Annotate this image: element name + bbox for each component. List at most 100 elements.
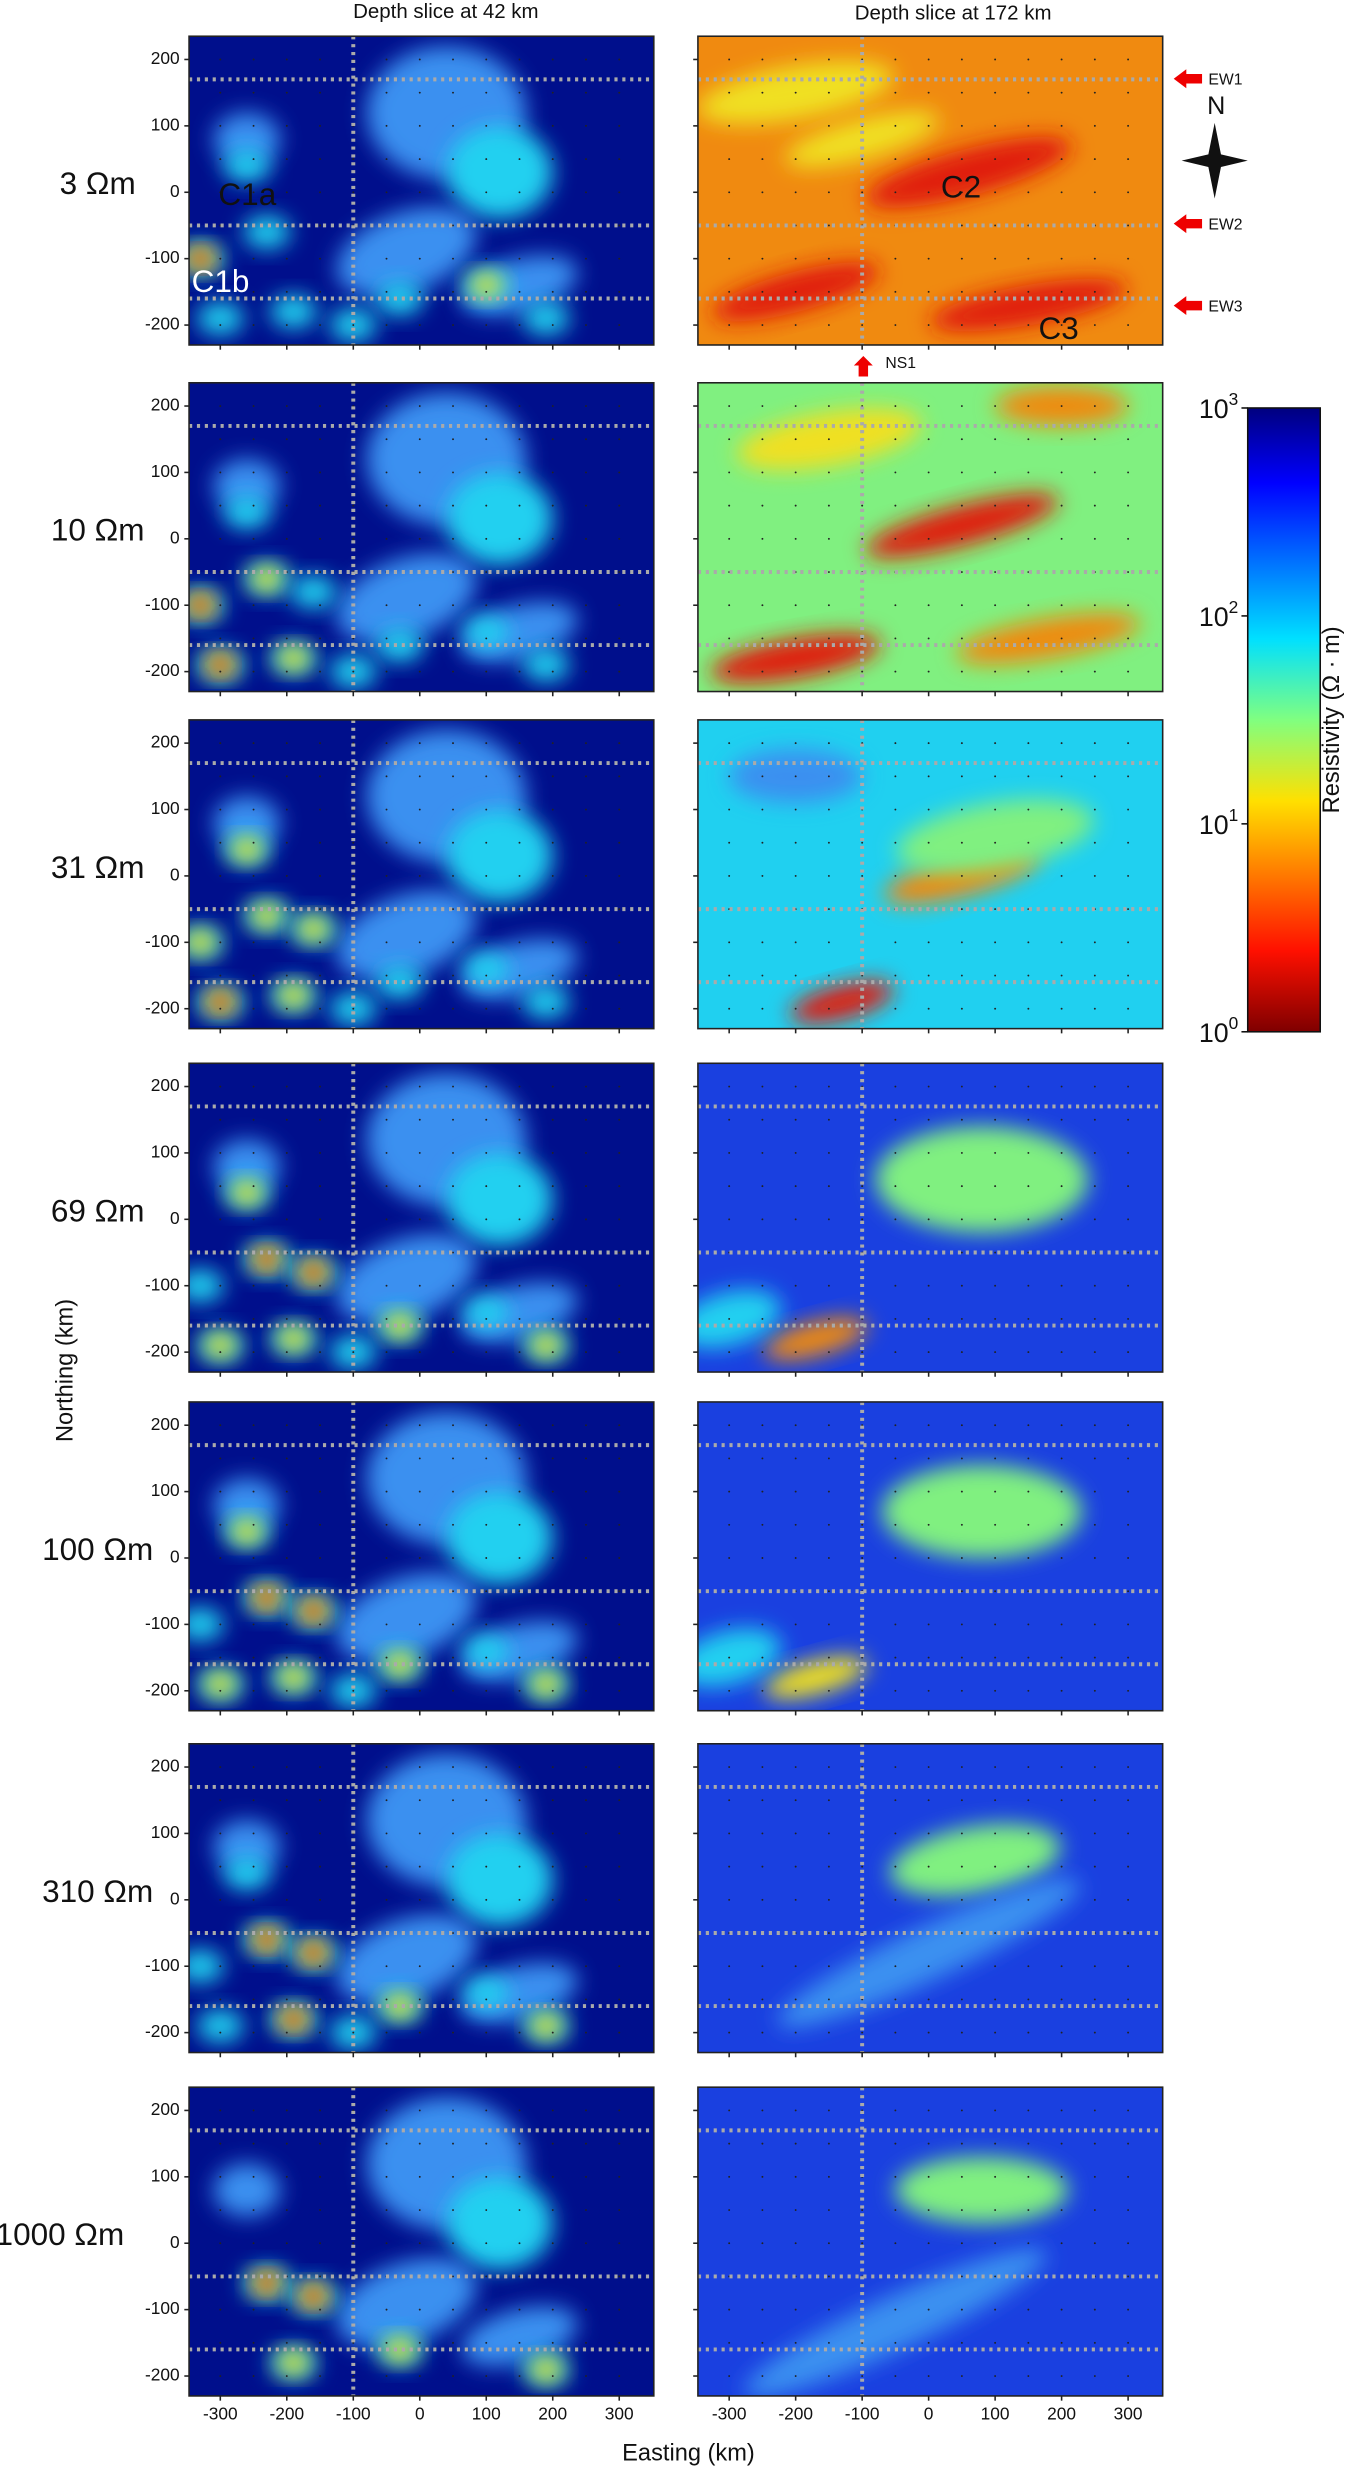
station-dot [1060, 191, 1063, 194]
station-dot [252, 257, 255, 260]
station-dot [728, 191, 731, 194]
station-dot [927, 1085, 930, 1088]
station-dot [827, 908, 830, 911]
heat-blob [277, 1326, 310, 1351]
station-dot [1060, 290, 1063, 293]
station-dot [728, 1085, 731, 1088]
station-dot [894, 438, 897, 441]
station-dot [794, 405, 797, 407]
station-dot [1127, 1007, 1130, 1010]
station-dot [1093, 2031, 1096, 2034]
heat-blob [277, 2350, 310, 2375]
station-dot [894, 2242, 897, 2245]
station-dot [252, 2209, 255, 2211]
station-dot [518, 1766, 521, 1768]
tick-base: 10 [1199, 394, 1229, 424]
station-dot [761, 1799, 764, 1802]
heat-blob [744, 2248, 1047, 2396]
station-dot [1027, 537, 1030, 540]
station-dot [252, 670, 255, 673]
station-dot [1060, 1424, 1063, 1427]
station-dot [585, 670, 587, 673]
station-dot [827, 1151, 830, 1154]
station-dot [761, 1118, 764, 1121]
station-dot [352, 1185, 355, 1188]
station-dot [827, 808, 830, 811]
station-dot [927, 1689, 930, 1692]
station-dot [794, 1007, 797, 1010]
y-tick-label: 100 [151, 1142, 180, 1162]
station-dot [827, 405, 830, 407]
station-dot [385, 2175, 388, 2178]
station-dot [761, 2242, 764, 2245]
heat-blob [530, 2014, 563, 2038]
station-dot [960, 571, 963, 573]
station-dot [252, 405, 255, 407]
heat-blob [336, 1914, 477, 2005]
station-dot [761, 1007, 764, 1010]
x-tick-label: 200 [538, 2403, 567, 2423]
station-dot [1093, 974, 1096, 977]
station-dot [352, 504, 355, 507]
station-dot [452, 1799, 454, 1802]
station-dot [518, 2142, 521, 2145]
station-dot [485, 2341, 488, 2344]
station-dot [1027, 257, 1030, 260]
station-dot [728, 941, 731, 944]
station-dot [1060, 2308, 1063, 2311]
profile-label: EW3 [1208, 298, 1242, 315]
station-dot [385, 1832, 388, 1835]
heat-map [189, 382, 654, 692]
heat-blob [213, 2163, 281, 2217]
station-dot [285, 2109, 288, 2112]
station-dot [219, 1799, 222, 1802]
station-dot [518, 1151, 521, 1154]
station-dot [1060, 841, 1063, 844]
heat-blob [462, 615, 510, 649]
station-dot [960, 604, 963, 607]
station-dot [319, 158, 321, 161]
y-tick-label: 200 [151, 732, 180, 752]
y-tick-label: 0 [170, 2232, 180, 2252]
heat-blob [530, 2357, 563, 2382]
station-dot [219, 2308, 222, 2311]
station-dot [761, 1689, 764, 1692]
station-dot [618, 1865, 621, 1868]
station-dot [418, 1490, 421, 1493]
row-label: 31 Ωm [51, 849, 145, 885]
station-dot [452, 1865, 454, 1868]
station-dot [1060, 1557, 1063, 1559]
station-dot [518, 974, 521, 977]
station-dot [452, 874, 454, 877]
station-dot [728, 290, 731, 293]
station-dot [518, 1523, 521, 1526]
station-dot [1060, 2031, 1063, 2034]
station-dot [761, 841, 764, 844]
station-dot [252, 1523, 255, 1526]
station-dot [827, 2341, 830, 2344]
station-dot [728, 2031, 731, 2034]
station-dot [761, 91, 764, 94]
station-dot [319, 941, 321, 944]
station-dot [319, 324, 321, 327]
profile-label: NS1 [885, 355, 916, 372]
station-dot [794, 2142, 797, 2145]
station-dot [352, 874, 355, 877]
station-dot [551, 974, 554, 977]
station-dot [352, 537, 355, 540]
station-dot [485, 91, 488, 94]
station-dot [518, 1557, 521, 1559]
station-dot [285, 2308, 288, 2311]
station-dot [219, 1832, 222, 1835]
station-dot [827, 1351, 830, 1354]
station-dot [1060, 637, 1063, 640]
station-dot [861, 1865, 864, 1868]
station-dot [960, 1317, 963, 1320]
station-dot [252, 1007, 255, 1010]
colorbar [1246, 407, 1322, 1033]
heat-blob [213, 1478, 281, 1532]
station-dot [1093, 504, 1096, 507]
heat-blob [256, 2274, 278, 2292]
station-dot [894, 1284, 897, 1287]
